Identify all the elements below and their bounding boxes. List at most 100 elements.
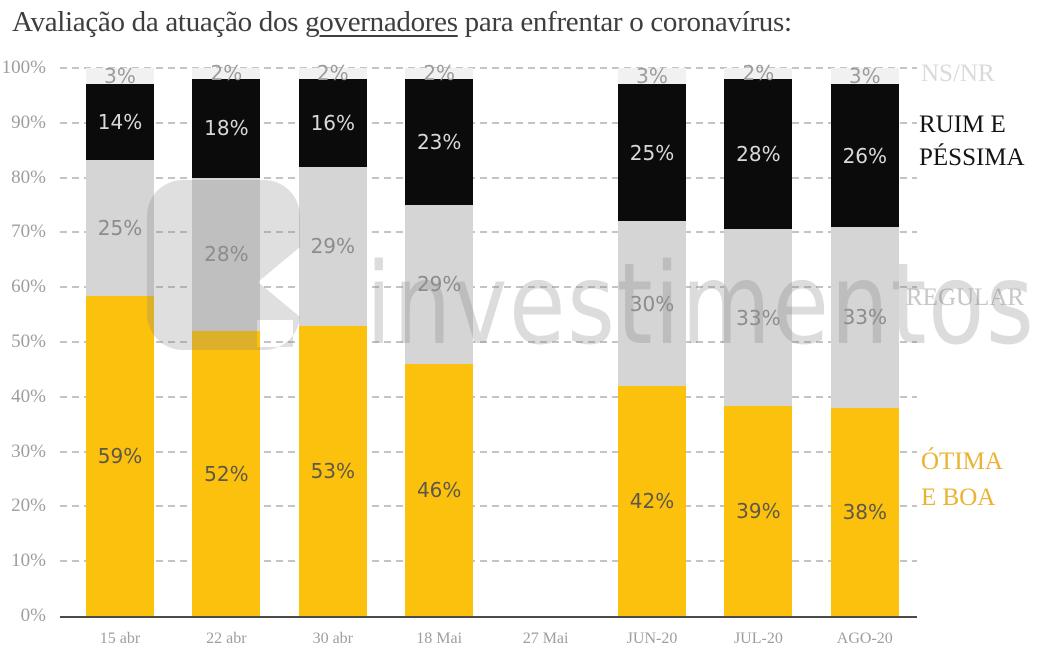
- y-axis-tick-label: 0%: [20, 605, 46, 626]
- bar-segment-ns-nr: [618, 68, 686, 85]
- bar-segment-ruim-e-p-ssima: [830, 84, 899, 227]
- bar-segment-ns-nr: [830, 68, 899, 85]
- legend-label: REGULAR: [906, 284, 1025, 311]
- legend-item-regular: REGULAR: [906, 284, 1024, 312]
- x-axis-tick-label: JUN-20: [626, 630, 678, 647]
- x-axis-tick-label: AGO-20: [836, 630, 893, 647]
- y-axis-tick-label: 90%: [11, 111, 46, 133]
- bar-value-label: 33%: [736, 305, 781, 330]
- bar-segment--tima-e-boa: [405, 363, 474, 616]
- bar-value-label: 26%: [842, 143, 888, 168]
- x-axis-tick-label: JUL-20: [733, 630, 783, 647]
- y-gridline: [60, 395, 917, 398]
- bar-segment-ns-nr: [405, 68, 474, 79]
- bar-segment-regular: [192, 177, 261, 332]
- bar-value-label: 28%: [204, 242, 249, 267]
- legend-item-ruim-pessima: RUIM E PÉSSIMA: [919, 108, 1025, 174]
- bar-segment-ns-nr: [724, 68, 793, 79]
- x-axis-tick-label: 18 Mai: [416, 630, 463, 647]
- bar-value-label: 46%: [416, 477, 462, 502]
- y-gridline: [60, 121, 917, 124]
- bar-segment-regular: [405, 205, 474, 364]
- bar-segment--tima-e-boa: [724, 406, 793, 616]
- bar-value-label: 25%: [97, 216, 143, 241]
- bar-value-label: 42%: [629, 488, 675, 513]
- bar-segment-regular: [618, 221, 686, 386]
- bar-segment-regular: [298, 166, 367, 326]
- x-axis-line: [60, 616, 917, 618]
- y-axis-tick-label: 30%: [11, 440, 46, 462]
- bar-segment-ruim-e-p-ssima: [298, 78, 367, 167]
- title-prefix: Avaliação da atuação dos: [12, 6, 306, 38]
- y-axis-tick-label: 10%: [11, 550, 46, 572]
- chart-title: Avaliação da atuação dos governadores pa…: [12, 6, 792, 39]
- bar-value-label: 30%: [629, 291, 675, 316]
- legend-label: PÉSSIMA: [919, 144, 1025, 171]
- y-axis-tick-label: 100%: [1, 57, 46, 78]
- bar-value-label: 3%: [636, 64, 668, 89]
- y-gridline: [60, 286, 917, 289]
- bar-segment--tima-e-boa: [86, 295, 154, 616]
- title-highlight-underlined: governadores: [305, 6, 458, 38]
- bar-segment-ruim-e-p-ssima: [618, 84, 686, 222]
- y-gridline: [60, 450, 917, 453]
- x-axis-tick-label: 30 abr: [312, 630, 354, 647]
- bar-value-label: 2%: [210, 61, 243, 86]
- bar-segment--tima-e-boa: [192, 331, 261, 616]
- bar-value-label: 2%: [423, 61, 456, 86]
- bar-value-label: 53%: [310, 458, 356, 483]
- legend-label: E BOA: [921, 484, 996, 511]
- bar-segment-ns-nr: [298, 68, 367, 79]
- legend-label: RUIM E: [919, 111, 1006, 138]
- legend-label: NS/NR: [921, 60, 995, 87]
- bar-value-label: 2%: [742, 61, 775, 86]
- bar-segment-ruim-e-p-ssima: [192, 78, 261, 178]
- y-gridline: [60, 67, 917, 69]
- x-axis-tick-label: 27 Mai: [522, 630, 569, 647]
- y-axis-tick-label: 70%: [11, 221, 46, 243]
- y-axis-tick-label: 50%: [11, 331, 46, 352]
- bar-segment-ruim-e-p-ssima: [86, 84, 154, 161]
- bar-segment-regular: [86, 160, 154, 296]
- bar-value-label: 28%: [736, 141, 781, 166]
- x-axis-tick-label: 22 abr: [206, 630, 247, 647]
- legend-item-otima-boa: ÓTIMA E BOA: [921, 444, 1003, 516]
- y-gridline: [60, 231, 917, 234]
- bar-value-label: 38%: [842, 499, 888, 524]
- bar-segment-regular: [724, 229, 793, 407]
- title-suffix: para enfrentar o coronavírus:: [457, 6, 792, 38]
- y-axis-tick-label: 40%: [11, 385, 46, 407]
- y-gridline: [60, 176, 917, 179]
- x-axis-tick-label: 15 abr: [99, 630, 141, 647]
- bar-value-label: 23%: [416, 129, 462, 154]
- y-gridline: [60, 560, 917, 563]
- bar-segment--tima-e-boa: [298, 325, 367, 616]
- bar-value-label: 3%: [848, 64, 881, 89]
- bar-segment-ns-nr: [192, 68, 261, 79]
- bar-value-label: 14%: [97, 110, 143, 135]
- legend-label: ÓTIMA: [921, 448, 1003, 475]
- bar-segment-ns-nr: [86, 68, 154, 85]
- bar-value-label: 18%: [204, 116, 249, 141]
- y-axis-tick-label: 80%: [11, 166, 46, 188]
- legend-item-nsnr: NS/NR: [921, 60, 995, 88]
- bar-segment-ruim-e-p-ssima: [724, 78, 793, 230]
- bar-segment--tima-e-boa: [830, 407, 899, 616]
- y-gridline: [60, 341, 917, 343]
- bar-segment--tima-e-boa: [618, 385, 686, 616]
- bar-segment-ruim-e-p-ssima: [405, 78, 474, 205]
- bar-segment-regular: [830, 226, 899, 408]
- bar-value-label: 2%: [316, 61, 349, 86]
- bar-value-label: 25%: [629, 140, 675, 165]
- y-gridline: [60, 505, 917, 508]
- bar-value-label: 52%: [204, 461, 249, 486]
- bar-value-label: 3%: [104, 64, 136, 89]
- bar-value-label: 29%: [416, 272, 462, 297]
- bar-value-label: 39%: [736, 499, 781, 524]
- bar-value-label: 29%: [310, 234, 356, 259]
